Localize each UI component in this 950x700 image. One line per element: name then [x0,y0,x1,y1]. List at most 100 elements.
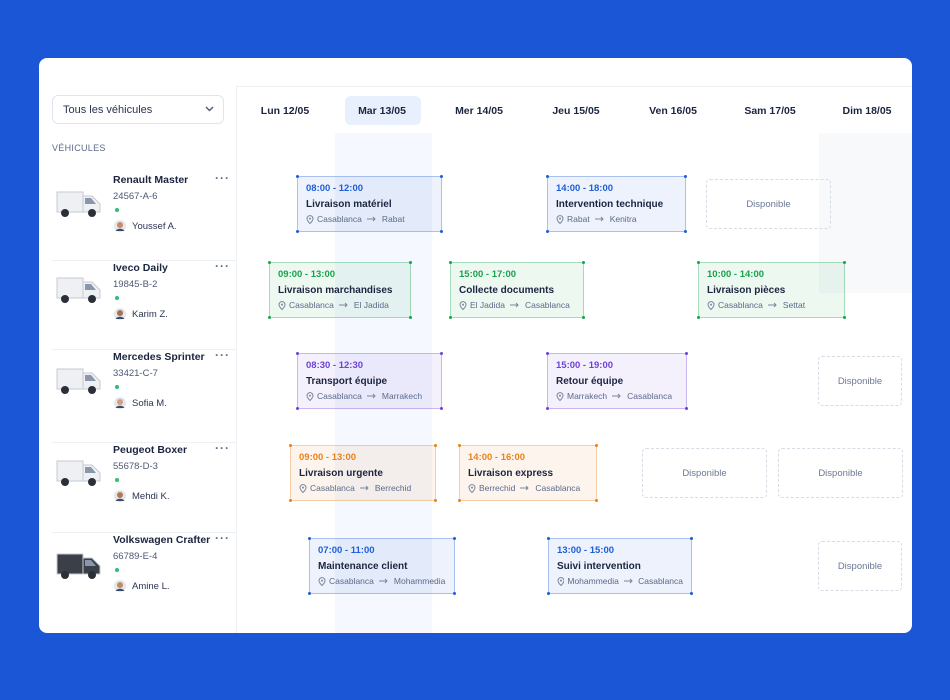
status-dot [115,568,119,572]
vehicle-name: Mercedes Sprinter [113,351,205,363]
available-slot[interactable]: Disponible [706,179,831,229]
event-card[interactable]: 08:30 - 12:30 Transport équipe Casablanca M… [296,352,443,410]
vehicle-filter[interactable]: Tous les véhicules [52,95,224,124]
vehicle-name: Renault Master [113,174,189,186]
day-label[interactable]: Jeu 15/05 [552,105,600,117]
event-time: 10:00 - 14:00 [707,269,765,280]
event-card[interactable]: 10:00 - 14:00 Livraison pièces Casablanca S… [697,261,846,319]
event-title: Suivi intervention [557,561,641,572]
resize-handle [685,352,688,355]
day-label[interactable]: Dim 18/05 [842,105,892,117]
resize-handle [440,352,443,355]
resize-handle [684,230,687,233]
day-label[interactable]: Mar 13/05 [358,105,406,117]
vehicle-menu[interactable]: ··· [215,171,230,185]
event-title: Retour équipe [556,376,624,387]
driver-name: Mehdi K. [132,491,170,502]
event-card[interactable]: 15:00 - 19:00 Retour équipe Marrakech Casab… [546,352,688,410]
driver-name: Sofia M. [132,398,167,409]
route-from: Casablanca [317,391,362,401]
driver-name: Karim Z. [132,309,168,320]
active-day-pill [345,96,421,125]
event-card[interactable]: 14:00 - 16:00 Livraison express Berrechid C… [458,444,598,502]
event-card[interactable]: 14:00 - 18:00 Intervention technique Rabat… [546,175,687,233]
event-title: Livraison matériel [306,199,392,210]
event-time: 09:00 - 13:00 [278,269,336,280]
route-from: Berrechid [479,483,516,493]
day-label[interactable]: Lun 12/05 [260,105,310,117]
event-title: Livraison pièces [707,285,786,296]
event-card[interactable]: 15:00 - 17:00 Collecte documents El Jadida… [449,261,585,319]
available-slot[interactable]: Disponible [778,448,903,498]
route-from: El Jadida [470,300,505,310]
resize-handle [289,499,292,502]
driver-avatar [114,220,126,232]
divider [237,86,912,87]
route-from: Casablanca [310,483,355,493]
day-label[interactable]: Mer 14/05 [455,105,503,117]
event-card[interactable]: 09:00 - 13:00 Livraison urgente Casablanca… [289,444,437,502]
resize-handle [546,407,549,410]
resize-handle [440,175,443,178]
event-route: Rabat Kenitra [556,214,677,224]
event-time: 14:00 - 18:00 [556,183,614,194]
resize-handle [685,407,688,410]
arrow-icon [509,302,519,308]
route-to: Mohammedia [393,576,446,586]
van-image [56,553,101,579]
resize-handle [296,175,299,178]
schedule: Lun 12/05 Mar 13/05 Mer 14/05 Jeu 15/05 Ven … [39,58,912,633]
resize-handle [434,499,437,502]
van-image [56,460,101,486]
driver-avatar [114,580,126,592]
vehicle-menu[interactable]: ··· [215,441,230,455]
resize-handle [546,175,549,178]
event-card[interactable]: 07:00 - 11:00 Maintenance client Casablanc… [308,537,456,595]
vehicle-plate: 66789-E-4 [113,551,158,562]
resize-handle [843,316,846,319]
vehicle-name: Peugeot Boxer [113,444,188,456]
event-card[interactable]: 13:00 - 15:00 Suivi intervention Mohammedi… [547,537,693,595]
available-slot[interactable]: Disponible [818,356,902,406]
status-dot [115,296,119,300]
van-image [56,191,101,217]
day-label[interactable]: Sam 17/05 [744,105,796,117]
resize-handle [296,230,299,233]
vehicle-menu[interactable]: ··· [215,259,230,273]
vehicle-menu[interactable]: ··· [215,348,230,362]
route-to: Settat [782,300,806,310]
resize-handle [697,316,700,319]
resize-handle [453,592,456,595]
event-title: Livraison marchandises [278,285,393,296]
driver-name: Amine L. [132,581,170,592]
arrow-icon [338,302,348,308]
vehicle-name: Volkswagen Crafter [113,534,211,546]
van-image [56,277,101,303]
pin-icon [459,300,467,310]
pin-icon [707,300,715,310]
available-slot[interactable]: Disponible [642,448,767,498]
route-from: Marrakech [567,391,608,401]
event-route: Mohammedia Casablanca [557,576,683,586]
pin-icon [306,214,314,224]
event-title: Transport équipe [306,376,388,387]
arrow-icon [378,578,388,584]
event-card[interactable]: 09:00 - 13:00 Livraison marchandises Casab… [268,261,412,319]
resize-handle [547,537,550,540]
arrow-icon [767,302,777,308]
divider [52,442,236,443]
pin-icon [318,576,326,586]
vehicle-menu[interactable]: ··· [215,531,230,545]
pin-icon [556,391,564,401]
resize-handle [458,499,461,502]
arrow-icon [623,578,633,584]
day-label[interactable]: Ven 16/05 [649,105,697,117]
available-slot[interactable]: Disponible [818,541,902,591]
vehicle-plate: 33421-C-7 [113,368,158,379]
route-to: Casablanca [524,300,570,310]
event-route: Casablanca Marrakech [306,391,433,401]
pin-icon [299,483,307,493]
resize-handle [697,261,700,264]
event-card[interactable]: 08:00 - 12:00 Livraison matériel Casablanc… [296,175,443,233]
route-to: Kenitra [609,214,637,224]
